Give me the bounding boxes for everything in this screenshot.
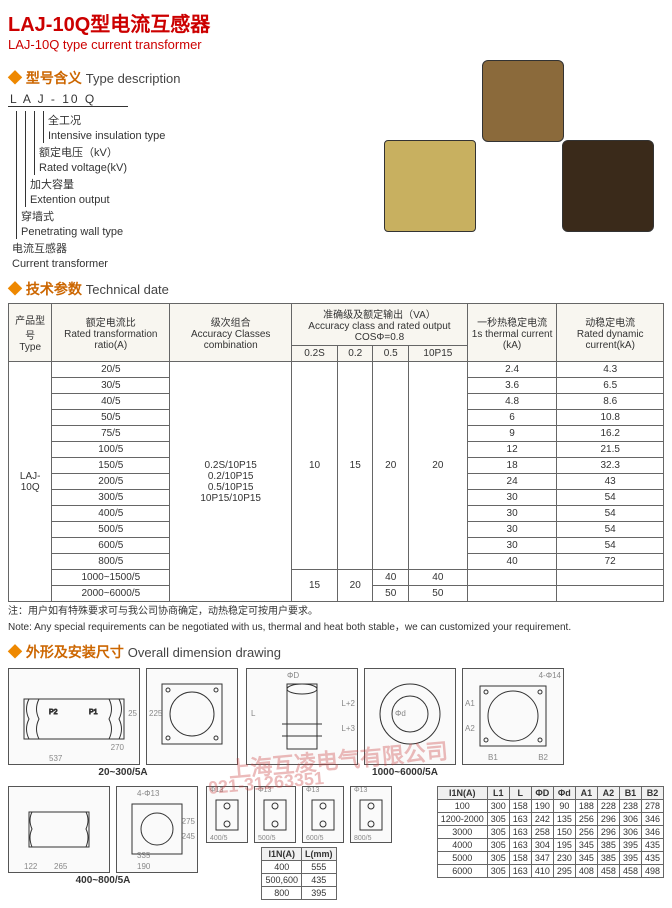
dim-tableA: I1N(A)L(mm)400555500,600435800395 bbox=[261, 847, 336, 900]
dim-drawing-3b: Φd bbox=[364, 668, 456, 765]
dim-cn: 外形及安装尺寸 bbox=[26, 644, 124, 660]
dim-drawing-3c: A1 A2 B1 B2 4-Φ14 bbox=[462, 668, 564, 765]
legend-0-cn: 全工况 bbox=[44, 111, 170, 129]
section-tech: ◆ 技术参数 Technical date bbox=[8, 279, 664, 299]
product-photo-1 bbox=[482, 60, 564, 142]
legend-2-cn: 加大容量 bbox=[26, 175, 170, 193]
technical-table: 产品型号Type额定电流比Rated transformation ratio(… bbox=[8, 303, 664, 602]
section-typedesc: ◆ 型号含义 Type description bbox=[8, 68, 368, 88]
svg-text:P1: P1 bbox=[89, 709, 98, 716]
diamond-icon: ◆ bbox=[8, 644, 22, 660]
dim3-B2: B2 bbox=[538, 753, 548, 762]
type-underline bbox=[8, 106, 128, 107]
legend-3-en: Penetrating wall type bbox=[17, 225, 170, 239]
dim2-c: 190 bbox=[137, 862, 150, 871]
dim3-L3: L+3 bbox=[341, 724, 355, 733]
section-dim: ◆ 外形及安装尺寸 Overall dimension drawing bbox=[8, 642, 664, 662]
dim2-b: 265 bbox=[54, 862, 67, 871]
dim1-a: 25 bbox=[128, 709, 137, 718]
tech-en: Technical date bbox=[86, 282, 169, 297]
legend-1-en: Rated voltage(kV) bbox=[35, 161, 170, 175]
mini-drawing: 600/5 Φ13 bbox=[302, 786, 344, 843]
dim-en: Overall dimension drawing bbox=[128, 645, 281, 660]
title-en: LAJ-10Q type current transformer bbox=[8, 37, 664, 52]
legend-1-cn: 额定电压（kV） bbox=[35, 143, 170, 161]
dim1-w: 537 bbox=[49, 754, 62, 763]
svg-text:P2: P2 bbox=[49, 709, 58, 716]
dim3-A2: A2 bbox=[465, 724, 475, 733]
dim-drawing-1b: 225 bbox=[146, 668, 238, 765]
dim-drawing-1a: P2 P1 537 270 25 bbox=[8, 668, 140, 765]
diamond-icon: ◆ bbox=[8, 70, 22, 86]
legend-3-cn: 穿墙式 bbox=[17, 207, 170, 225]
dim-range1-label: 20~300/5A bbox=[98, 767, 147, 778]
mini-drawing: 800/5 Φ13 bbox=[350, 786, 392, 843]
type-legend-table: 全工况 Intensive insulation type 额定电压（kV） R… bbox=[8, 111, 169, 271]
mini-drawing: 400/5 Φ13 bbox=[206, 786, 248, 843]
tech-tbody: LAJ-10Q20/50.2S/10P150.2/10P150.5/10P151… bbox=[9, 362, 664, 602]
title-cn: LAJ-10Q型电流互感器 bbox=[8, 8, 664, 37]
dim2-pp: 4-Φ13 bbox=[137, 789, 159, 798]
typedesc-cn: 型号含义 bbox=[26, 70, 82, 86]
dim3-L2: L+2 bbox=[341, 699, 355, 708]
mini-drawing: 500/5 Φ13 bbox=[254, 786, 296, 843]
dim2-h: 275 bbox=[182, 817, 195, 826]
legend-2-en: Extention output bbox=[26, 193, 170, 207]
dim-tableB: I1N(A)L1LΦDΦdA1A2B1B21003001581909018822… bbox=[437, 786, 664, 878]
tech-thead: 产品型号Type额定电流比Rated transformation ratio(… bbox=[9, 304, 664, 362]
diamond-icon: ◆ bbox=[8, 281, 22, 297]
type-letters: L A J - 10 Q bbox=[8, 92, 368, 106]
product-photo-3 bbox=[562, 140, 654, 232]
dim-drawing-2b: 4-Φ13 190 335 275 245 bbox=[116, 786, 198, 873]
dim3-p: 4-Φ14 bbox=[539, 671, 561, 680]
dim2-d: 335 bbox=[137, 851, 150, 860]
mini-drawings-row: 400/5 Φ13 500/5 Φ13 600/5 Φ13 800/5 Φ13 bbox=[206, 786, 392, 843]
legend-4-cn: 电流互感器 bbox=[8, 239, 169, 257]
dim2-hh: 245 bbox=[182, 832, 195, 841]
legend-0-en: Intensive insulation type bbox=[44, 129, 170, 143]
dim-drawing-2a: 122 265 bbox=[8, 786, 110, 873]
dim1-h: 225 bbox=[149, 709, 162, 718]
type-description-block: ◆ 型号含义 Type description L A J - 10 Q 全工况… bbox=[8, 60, 368, 271]
product-photo-area bbox=[384, 60, 664, 250]
product-photo-2 bbox=[384, 140, 476, 232]
dim3-A1: A1 bbox=[465, 699, 475, 708]
dim3-L: L bbox=[251, 709, 255, 718]
dim3-d: Φd bbox=[395, 709, 406, 718]
note-en: Note: Any special requirements can be ne… bbox=[8, 621, 664, 634]
dim3-B1: B1 bbox=[488, 753, 498, 762]
tech-cn: 技术参数 bbox=[26, 281, 82, 297]
dimension-area: P2 P1 537 270 25 225 20~300/5A ΦD L+2 L+3… bbox=[8, 668, 664, 900]
legend-4-en: Current transformer bbox=[8, 257, 169, 271]
typedesc-en: Type description bbox=[86, 71, 181, 86]
dim-drawing-3a: ΦD L+2 L+3 L bbox=[246, 668, 358, 765]
dim2-a: 122 bbox=[24, 862, 37, 871]
dim3-D: ΦD bbox=[287, 671, 299, 680]
dim-range3-label: 1000~6000/5A bbox=[372, 767, 438, 778]
note-cn: 注：用户如有特殊要求可与我公司协商确定，动热稳定可按用户要求。 bbox=[8, 605, 664, 618]
dim1-wb: 270 bbox=[111, 743, 124, 752]
